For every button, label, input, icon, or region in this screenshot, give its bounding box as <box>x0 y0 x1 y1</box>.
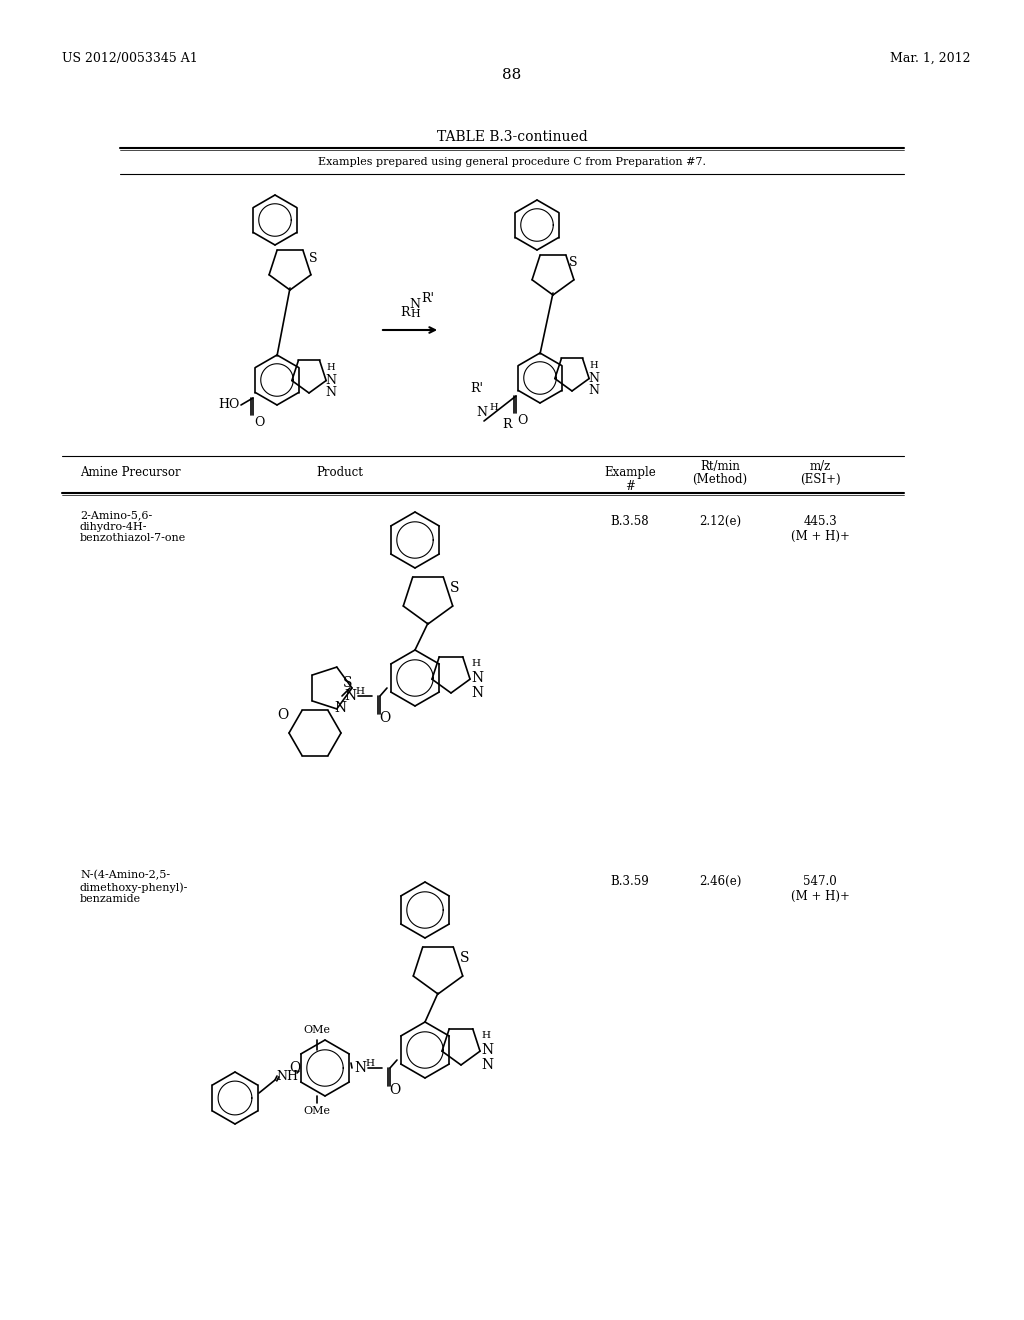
Text: O: O <box>254 416 264 429</box>
Text: #: # <box>625 480 635 492</box>
Text: R: R <box>400 305 410 318</box>
Text: OMe: OMe <box>303 1026 331 1035</box>
Text: O: O <box>517 413 527 426</box>
Text: Rt/min: Rt/min <box>700 459 740 473</box>
Text: Amine Precursor: Amine Precursor <box>80 466 180 479</box>
Text: N-(4-Amino-2,5-
dimethoxy-phenyl)-
benzamide: N-(4-Amino-2,5- dimethoxy-phenyl)- benza… <box>80 870 188 904</box>
Text: N: N <box>589 371 599 384</box>
Text: HO: HO <box>218 399 240 412</box>
Text: O: O <box>379 711 390 725</box>
Text: H: H <box>327 363 335 371</box>
Text: N: N <box>334 701 346 715</box>
Text: N: N <box>481 1043 494 1057</box>
Text: N: N <box>471 686 483 700</box>
Text: H: H <box>355 686 365 696</box>
Text: N: N <box>326 374 337 387</box>
Text: N: N <box>481 1059 494 1072</box>
Text: H: H <box>590 360 598 370</box>
Text: H: H <box>411 309 420 319</box>
Text: Examples prepared using general procedure C from Preparation #7.: Examples prepared using general procedur… <box>318 157 706 168</box>
Text: OMe: OMe <box>303 1106 331 1115</box>
Text: 88: 88 <box>503 69 521 82</box>
Text: 2-Amino-5,6-
dihydro-4H-
benzothiazol-7-one: 2-Amino-5,6- dihydro-4H- benzothiazol-7-… <box>80 510 186 544</box>
Text: m/z: m/z <box>809 459 830 473</box>
Text: R': R' <box>422 292 434 305</box>
Text: B.3.59: B.3.59 <box>610 875 649 888</box>
Text: N: N <box>471 671 483 685</box>
Text: H: H <box>471 659 480 668</box>
Text: H: H <box>481 1031 490 1040</box>
Text: Product: Product <box>316 466 364 479</box>
Text: H: H <box>366 1059 375 1068</box>
Text: (ESI+): (ESI+) <box>800 473 841 486</box>
Text: TABLE B.3-continued: TABLE B.3-continued <box>436 129 588 144</box>
Text: N: N <box>344 689 356 704</box>
Text: N: N <box>354 1061 366 1074</box>
Text: Example: Example <box>604 466 656 479</box>
Text: Mar. 1, 2012: Mar. 1, 2012 <box>890 51 970 65</box>
Text: S: S <box>460 950 470 965</box>
Text: B.3.58: B.3.58 <box>610 515 649 528</box>
Text: O: O <box>278 708 289 722</box>
Text: R': R' <box>470 381 483 395</box>
Text: 445.3
(M + H)+: 445.3 (M + H)+ <box>791 515 850 543</box>
Text: N: N <box>476 407 487 420</box>
Text: R: R <box>502 418 512 432</box>
Text: 2.12(e): 2.12(e) <box>699 515 741 528</box>
Text: S: S <box>568 256 578 269</box>
Text: (Method): (Method) <box>692 473 748 486</box>
Text: O: O <box>290 1061 301 1074</box>
Text: S: S <box>451 581 460 595</box>
Text: N: N <box>589 384 599 397</box>
Text: N: N <box>410 298 421 312</box>
Text: N: N <box>326 387 337 400</box>
Text: S: S <box>343 676 352 690</box>
Text: NH: NH <box>276 1069 298 1082</box>
Text: H: H <box>489 404 499 412</box>
Text: US 2012/0053345 A1: US 2012/0053345 A1 <box>62 51 198 65</box>
Text: S: S <box>309 252 317 264</box>
Text: 2.46(e): 2.46(e) <box>698 875 741 888</box>
Text: 547.0
(M + H)+: 547.0 (M + H)+ <box>791 875 850 903</box>
Text: O: O <box>389 1082 400 1097</box>
